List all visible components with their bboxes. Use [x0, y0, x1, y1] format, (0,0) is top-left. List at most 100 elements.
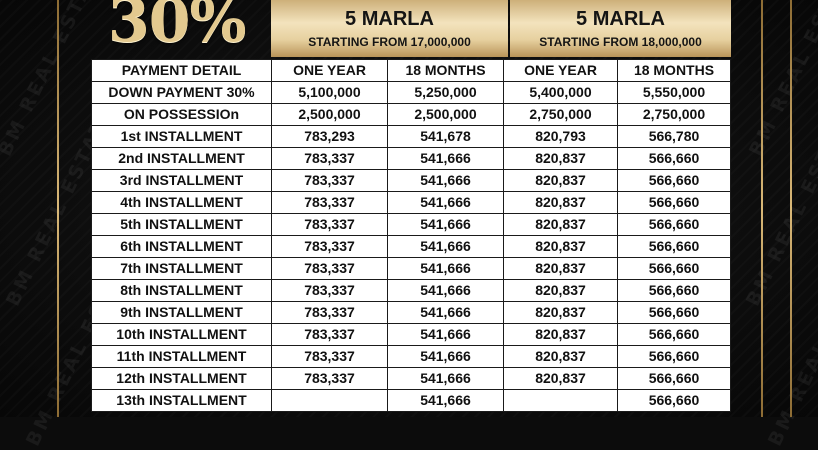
plan2-one-year: 820,837 — [503, 367, 618, 390]
row-label: 6th INSTALLMENT — [91, 235, 272, 258]
table-header-row: PAYMENT DETAIL ONE YEAR 18 MONTHS ONE YE… — [91, 59, 731, 82]
plan2-one-year: 5,400,000 — [503, 81, 618, 104]
row-label: 3rd INSTALLMENT — [91, 169, 272, 192]
plan1-18-months: 541,666 — [387, 323, 504, 346]
plan2-18-months: 566,660 — [617, 147, 731, 170]
plan2-18-months: 566,660 — [617, 367, 731, 390]
plan1-one-year: 783,337 — [271, 257, 388, 280]
row-label: 2nd INSTALLMENT — [91, 147, 272, 170]
plan2-one-year: 820,793 — [503, 125, 618, 148]
plan2-one-year: 820,837 — [503, 169, 618, 192]
plan1-18-months: 541,678 — [387, 125, 504, 148]
plan1-18-months: 541,666 — [387, 213, 504, 236]
plan1-one-year: 2,500,000 — [271, 103, 388, 126]
plan2-one-year: 820,837 — [503, 147, 618, 170]
plan1-18-months: 541,666 — [387, 147, 504, 170]
plan2-18-months: 5,550,000 — [617, 81, 731, 104]
plan2-18-months: 566,660 — [617, 279, 731, 302]
plan-header-1: 5 MARLA STARTING FROM 17,000,000 — [271, 0, 508, 57]
plan2-18-months: 566,660 — [617, 213, 731, 236]
table-row: ON POSSESSIOn 2,500,000 2,500,000 2,750,000… — [91, 103, 731, 126]
plan2-one-year: 820,837 — [503, 301, 618, 324]
row-label: ON POSSESSIOn — [91, 103, 272, 126]
plan2-18-months: 566,660 — [617, 191, 731, 214]
plan1-18-months: 541,666 — [387, 301, 504, 324]
plan1-one-year: 783,337 — [271, 169, 388, 192]
table-row: 4th INSTALLMENT 783,337 541,666 820,837 566,… — [91, 191, 731, 214]
plan2-one-year — [503, 389, 618, 412]
table-row: DOWN PAYMENT 30% 5,100,000 5,250,000 5,400,… — [91, 81, 731, 104]
table-row: 7th INSTALLMENT 783,337 541,666 820,837 566,… — [91, 257, 731, 280]
table-row: 2nd INSTALLMENT 783,337 541,666 820,837 566,… — [91, 147, 731, 170]
row-label: 4th INSTALLMENT — [91, 191, 272, 214]
plan2-one-year: 820,837 — [503, 191, 618, 214]
table-row: 1st INSTALLMENT 783,293 541,678 820,793 566,… — [91, 125, 731, 148]
plan-1-subtitle: STARTING FROM 17,000,000 — [308, 35, 471, 49]
table-row: 9th INSTALLMENT 783,337 541,666 820,837 566,… — [91, 301, 731, 324]
plan2-one-year: 820,837 — [503, 345, 618, 368]
plan2-18-months: 2,750,000 — [617, 103, 731, 126]
plan1-one-year: 783,337 — [271, 279, 388, 302]
plan1-one-year: 783,337 — [271, 191, 388, 214]
plan-2-title: 5 MARLA — [576, 8, 665, 30]
plan-1-title: 5 MARLA — [345, 8, 434, 30]
row-label: 9th INSTALLMENT — [91, 301, 272, 324]
plan2-18-months: 566,660 — [617, 345, 731, 368]
plan1-one-year: 783,337 — [271, 235, 388, 258]
plan1-18-months: 541,666 — [387, 279, 504, 302]
plan1-18-months: 5,250,000 — [387, 81, 504, 104]
row-label: DOWN PAYMENT 30% — [91, 81, 272, 104]
payment-table: PAYMENT DETAIL ONE YEAR 18 MONTHS ONE YE… — [91, 59, 731, 412]
plan1-18-months: 541,666 — [387, 235, 504, 258]
plan2-18-months: 566,660 — [617, 235, 731, 258]
plan1-one-year: 783,337 — [271, 213, 388, 236]
plan1-18-months: 541,666 — [387, 345, 504, 368]
plan2-18-months: 566,660 — [617, 389, 731, 412]
plan1-one-year: 783,293 — [271, 125, 388, 148]
plan1-one-year: 5,100,000 — [271, 81, 388, 104]
table-row: 6th INSTALLMENT 783,337 541,666 820,837 566,… — [91, 235, 731, 258]
header-plan2-one-year: ONE YEAR — [503, 59, 618, 82]
plan-header-2: 5 MARLA STARTING FROM 18,000,000 — [510, 0, 731, 57]
row-label: 10th INSTALLMENT — [91, 323, 272, 346]
row-label: 12th INSTALLMENT — [91, 367, 272, 390]
plan2-one-year: 820,837 — [503, 213, 618, 236]
table-row: 12th INSTALLMENT 783,337 541,666 820,837 566… — [91, 367, 731, 390]
plan2-18-months: 566,660 — [617, 257, 731, 280]
plan2-one-year: 2,750,000 — [503, 103, 618, 126]
plan2-one-year: 820,837 — [503, 235, 618, 258]
row-label: 5th INSTALLMENT — [91, 213, 272, 236]
table-row: 8th INSTALLMENT 783,337 541,666 820,837 566,… — [91, 279, 731, 302]
table-row: 3rd INSTALLMENT 783,337 541,666 820,837 566,… — [91, 169, 731, 192]
right-gold-border — [761, 0, 763, 417]
plan1-18-months: 541,666 — [387, 389, 504, 412]
plan2-18-months: 566,660 — [617, 323, 731, 346]
left-gold-border — [57, 0, 59, 417]
plan1-one-year — [271, 389, 388, 412]
header-plan1-18-months: 18 MONTHS — [387, 59, 504, 82]
table-row: 11th INSTALLMENT 783,337 541,666 820,837 566… — [91, 345, 731, 368]
row-label: 1st INSTALLMENT — [91, 125, 272, 148]
table-row: 5th INSTALLMENT 783,337 541,666 820,837 566,… — [91, 213, 731, 236]
row-label: 11th INSTALLMENT — [91, 345, 272, 368]
plan2-one-year: 820,837 — [503, 323, 618, 346]
row-label: 13th INSTALLMENT — [91, 389, 272, 412]
plan1-one-year: 783,337 — [271, 323, 388, 346]
plan1-18-months: 2,500,000 — [387, 103, 504, 126]
plan2-one-year: 820,837 — [503, 279, 618, 302]
plan1-18-months: 541,666 — [387, 367, 504, 390]
plan1-one-year: 783,337 — [271, 301, 388, 324]
plan2-18-months: 566,780 — [617, 125, 731, 148]
table-row: 13th INSTALLMENT 541,666 566,660 — [91, 389, 731, 412]
plan2-18-months: 566,660 — [617, 169, 731, 192]
plan1-18-months: 541,666 — [387, 257, 504, 280]
plan2-18-months: 566,660 — [617, 301, 731, 324]
header-plan2-18-months: 18 MONTHS — [617, 59, 731, 82]
plan1-one-year: 783,337 — [271, 345, 388, 368]
plan2-one-year: 820,837 — [503, 257, 618, 280]
plan1-one-year: 783,337 — [271, 367, 388, 390]
plan1-18-months: 541,666 — [387, 169, 504, 192]
table-row: 10th INSTALLMENT 783,337 541,666 820,837 566… — [91, 323, 731, 346]
row-label: 7th INSTALLMENT — [91, 257, 272, 280]
row-label: 8th INSTALLMENT — [91, 279, 272, 302]
